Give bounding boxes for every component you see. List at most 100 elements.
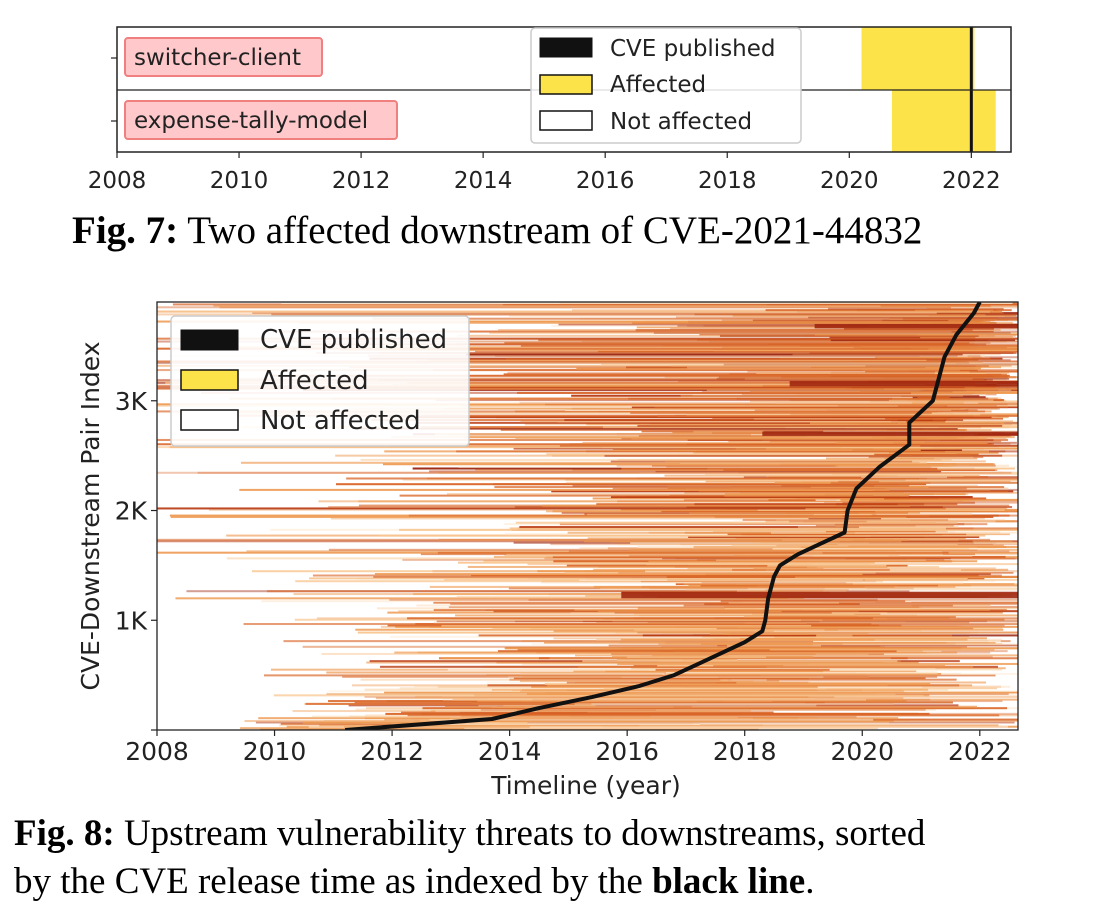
fig8-heat-segment <box>732 645 881 648</box>
fig8-heat-segment <box>706 647 962 650</box>
fig8-heat-segment <box>281 302 1013 305</box>
fig8-heat-segment <box>157 538 991 541</box>
fig8-heat-segment <box>157 404 1018 407</box>
fig8-heat-segment <box>283 640 814 643</box>
fig8-heat-segment <box>399 528 1018 531</box>
fig8-heat-segment <box>732 314 1017 317</box>
fig8-heat-segment <box>720 600 906 603</box>
fig8-heat-segment <box>791 554 973 557</box>
fig8-heat-segment <box>603 618 1005 621</box>
fig8-heat-segment <box>235 377 984 380</box>
fig8-heat-segment <box>457 334 995 337</box>
fig8-heat-segment <box>389 444 921 447</box>
fig8-heat-segment <box>328 690 1018 693</box>
fig8-heat-segment <box>754 409 978 412</box>
fig8-heat-segment <box>157 438 1009 441</box>
fig8-heat-segment <box>506 553 943 556</box>
fig8-heat-segment <box>538 657 908 660</box>
fig8-heat-segment <box>797 525 959 529</box>
fig8-ytick-label: 2K <box>115 497 148 526</box>
fig8-heat-segment <box>683 583 1015 586</box>
fig8-heat-segment <box>948 319 1018 322</box>
fig8-cve-curve-path <box>344 302 982 730</box>
fig8-heat-segment <box>664 376 1018 379</box>
fig8-heat-segment <box>823 430 1018 433</box>
figure-7-caption: Fig. 7: Two affected downstream of CVE-2… <box>72 208 922 253</box>
fig8-heat-segment <box>600 587 1018 590</box>
fig8-heat-segment <box>687 567 996 570</box>
fig8-legend-swatch-affected <box>180 369 239 391</box>
fig8-heat-segment <box>391 436 979 439</box>
fig8-heat-segment <box>728 601 840 604</box>
fig8-heat-segment <box>551 324 1000 327</box>
fig8-heat-segment <box>399 494 874 497</box>
fig8-heat-segment <box>689 511 921 514</box>
fig8-heat-segment <box>346 477 1018 480</box>
fig8-heat-segment <box>349 715 738 718</box>
fig7-legend-swatch-affected <box>539 74 593 95</box>
fig8-heat-segment <box>272 330 994 333</box>
fig8-heat-segment <box>717 644 1018 647</box>
fig8-heat-segment <box>813 543 838 546</box>
fig8-heat-segment <box>754 630 922 633</box>
fig8-heat-segment <box>906 420 946 423</box>
fig8-heat-segment <box>843 327 994 330</box>
fig8-heat-segment <box>336 483 927 486</box>
fig8-heat-segment <box>723 632 869 636</box>
fig8-heat-segment <box>520 420 1014 423</box>
fig8-heat-segment <box>834 464 954 467</box>
fig8-heat-segment <box>545 403 1008 406</box>
fig8-heat-segment <box>645 570 1018 573</box>
fig8-heat-segment <box>633 613 855 616</box>
fig8-heat-segment <box>308 725 1008 728</box>
fig8-heat-segment <box>693 451 957 454</box>
fig8-heat-segment <box>261 600 912 603</box>
fig8-heat-segment <box>820 541 974 544</box>
fig8-heat-segment <box>846 488 991 491</box>
fig8-heat-segment <box>704 473 1018 476</box>
fig8-heat-segment <box>761 541 1018 544</box>
fig8-heat-segment <box>770 531 1018 534</box>
fig8-heat-segment <box>750 632 791 636</box>
fig8-heat-segment <box>549 657 891 660</box>
fig8-heat-segment <box>437 551 949 554</box>
fig8-heat-segment <box>776 518 1005 521</box>
fig7-xtick-label: 2008 <box>88 168 147 194</box>
fig8-heat-segment <box>320 727 878 730</box>
fig8-heat-segment <box>626 655 767 658</box>
fig8-heat-segment <box>794 551 823 554</box>
fig8-heat-segment <box>312 715 533 718</box>
fig8-heat-segment <box>505 357 992 360</box>
fig8-heat-segment <box>769 580 996 583</box>
fig8-heat-segment <box>605 670 824 673</box>
fig8-xtick-label: 2016 <box>595 737 659 766</box>
fig8-heat-segment <box>581 340 1007 343</box>
fig8-heat-segment <box>433 601 1018 604</box>
fig8-heat-segment <box>804 334 1016 337</box>
fig8-xtick-label: 2020 <box>830 737 894 766</box>
fig8-heat-segment <box>434 433 975 436</box>
fig8-heat-segment <box>597 350 1018 353</box>
fig8-heat-segment <box>415 623 872 626</box>
fig8-heat-segment <box>294 618 801 621</box>
fig8-heat-segment <box>596 621 807 624</box>
fig8-heat-segment <box>800 550 943 553</box>
fig8-heat-segment <box>637 424 1003 427</box>
fig8-heat-band <box>789 381 1018 387</box>
fig8-heat-segment <box>675 316 997 319</box>
fig8-heat-segment <box>639 614 918 617</box>
fig8-heat-segment <box>642 634 817 637</box>
fig8-heat-segment <box>395 625 1018 628</box>
fig8-heat-segment <box>636 326 993 329</box>
fig8-legend: CVE published Affected Not affected <box>170 315 470 447</box>
fig8-heat-segment <box>617 543 958 546</box>
fig8-heat-segment <box>657 664 714 667</box>
fig8-heat-segment <box>407 381 975 384</box>
fig7-xtick-label: 2010 <box>210 168 269 194</box>
fig8-heat-segment <box>574 681 987 684</box>
fig8-heat-segment <box>840 498 1018 501</box>
fig8-heat-segment <box>496 661 919 664</box>
fig8-heat-segment <box>789 520 867 523</box>
fig8-heat-segment <box>744 377 973 380</box>
fig8-heat-segment <box>468 387 1008 390</box>
